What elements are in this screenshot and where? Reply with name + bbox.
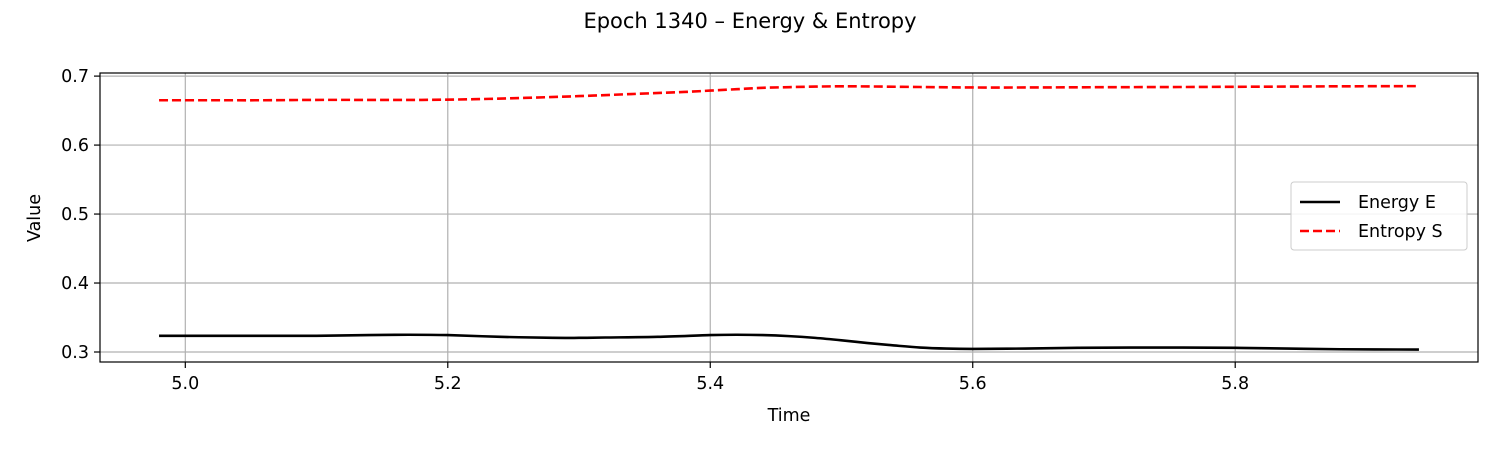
- x-tick-label: 5.0: [171, 374, 199, 394]
- x-tick-label: 5.8: [1221, 374, 1249, 394]
- y-tick-label: 0.7: [61, 67, 89, 87]
- y-tick-label: 0.6: [61, 136, 89, 156]
- legend-label-energy: Energy E: [1358, 193, 1436, 213]
- legend-box: [1290, 181, 1468, 251]
- y-axis-label: Value: [25, 194, 45, 242]
- y-tick-label: 0.4: [61, 274, 89, 294]
- series-line-entropy-s: [159, 84, 1419, 102]
- x-axis-label: Time: [767, 406, 811, 426]
- chart-title: Epoch 1340 – Energy & Entropy: [583, 9, 916, 33]
- x-axis: 5.0 5.2 5.4 5.6 5.8: [171, 362, 1249, 394]
- x-tick-label: 5.6: [959, 374, 987, 394]
- y-tick-label: 0.5: [61, 205, 89, 225]
- grid-layer: [100, 73, 1478, 362]
- series-line-energy-e: [159, 333, 1419, 351]
- x-tick-label: 5.4: [696, 374, 724, 394]
- series-layer: [159, 84, 1419, 351]
- legend-label-entropy: Entropy S: [1358, 222, 1443, 242]
- plot-frame: [99, 72, 1479, 363]
- x-tick-label: 5.2: [434, 374, 462, 394]
- y-tick-label: 0.3: [61, 343, 89, 363]
- y-axis: 0.3 0.4 0.5 0.6 0.7: [61, 67, 100, 363]
- legend: Energy E Entropy S: [1290, 181, 1468, 251]
